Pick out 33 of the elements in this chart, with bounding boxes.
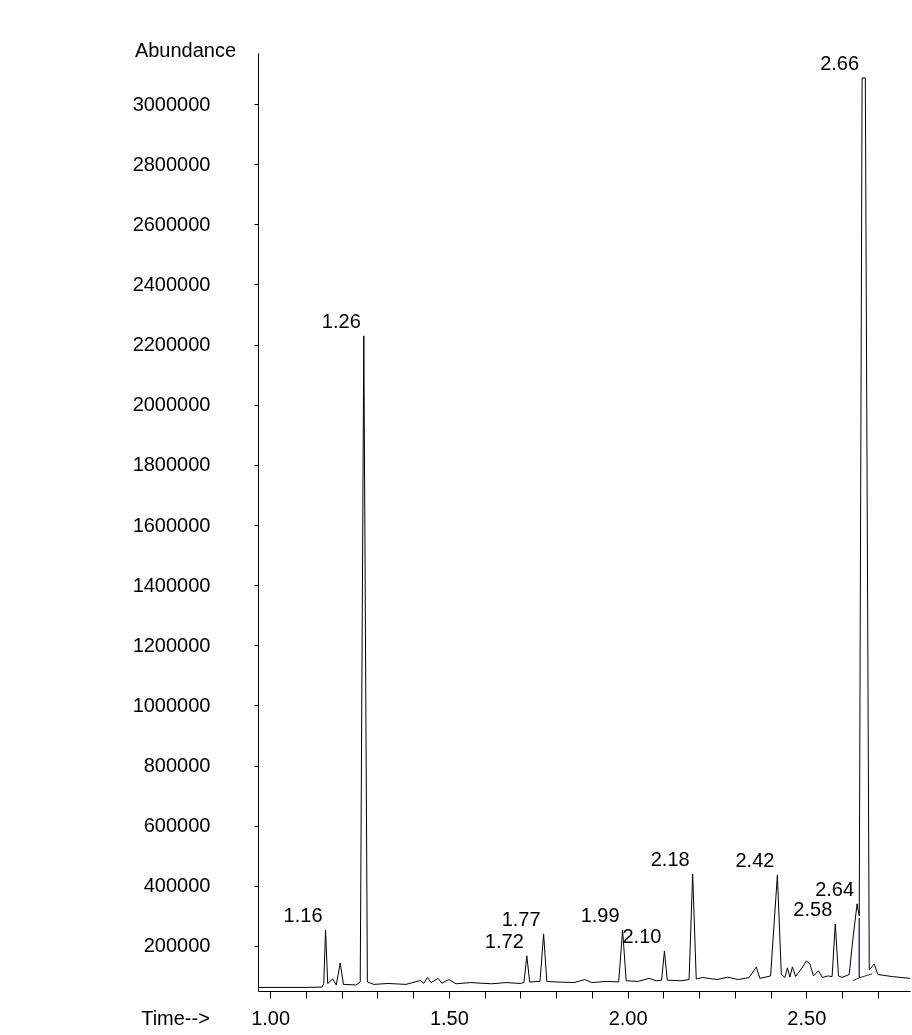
y-tick-label: 2000000 [132, 393, 211, 416]
annotation: 2.58 [793, 897, 833, 920]
y-tick-label: 2200000 [132, 333, 211, 356]
annotation: 2.18 [650, 848, 690, 871]
annotation: 2.42 [735, 848, 775, 871]
annotation: 1.16 [283, 903, 323, 926]
x-axis-title: Time--> [141, 1006, 210, 1029]
y-tick-label: 200000 [143, 934, 211, 957]
y-tick-label: 1200000 [132, 633, 211, 656]
x-tick-label: 1.00 [251, 1006, 291, 1029]
annotation: 1.26 [321, 309, 361, 332]
x-tick-label: 1.50 [429, 1006, 469, 1029]
annotation: 1.77 [501, 907, 541, 930]
annotation: 2.10 [622, 925, 662, 948]
y-tick-label: 1800000 [132, 453, 211, 476]
y-tick-label: 800000 [143, 754, 211, 777]
y-tick-label: 1000000 [132, 693, 211, 716]
y-tick-label: 2400000 [132, 272, 211, 295]
annotation: 1.72 [484, 929, 524, 952]
x-tick-label: 2.50 [787, 1006, 827, 1029]
x-tick-label: 2.00 [608, 1006, 648, 1029]
y-tick-label: 3000000 [132, 92, 211, 115]
y-tick-label: 1600000 [132, 513, 211, 536]
y-tick-label: 2800000 [132, 152, 211, 175]
y-tick-label: 2600000 [132, 212, 211, 235]
annotation: 2.66 [820, 51, 860, 74]
y-tick-label: 400000 [143, 874, 211, 897]
annotation: 1.99 [580, 903, 620, 926]
y-tick-label: 1400000 [132, 573, 211, 596]
annotation: 2.64 [815, 877, 855, 900]
y-tick-label: 600000 [143, 814, 211, 837]
y-axis-title: Abundance [134, 38, 237, 61]
line-series [852, 917, 873, 982]
